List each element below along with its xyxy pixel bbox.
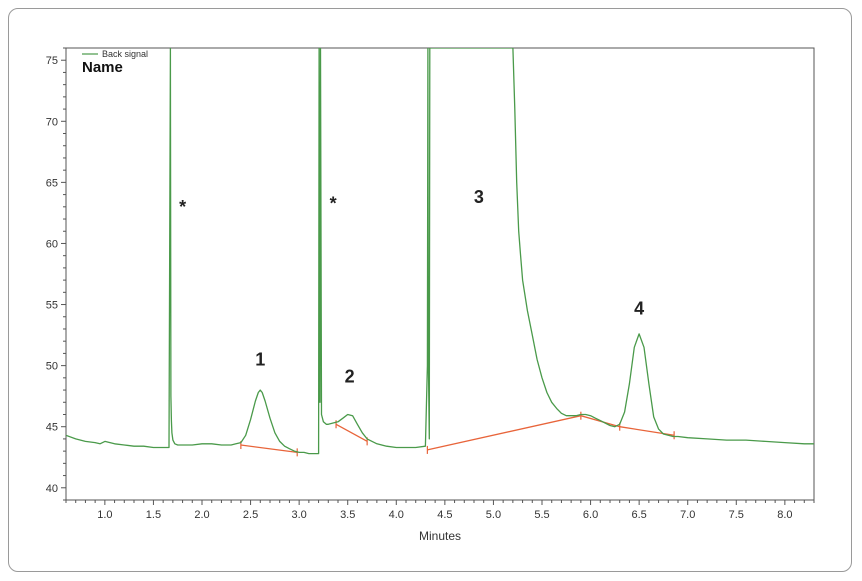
y-tick-label: 40 bbox=[46, 483, 58, 495]
x-tick-label: 1.5 bbox=[146, 509, 161, 521]
legend-label: Back signal bbox=[102, 49, 148, 59]
x-tick-label: 5.0 bbox=[486, 509, 501, 521]
x-tick-label: 4.5 bbox=[437, 509, 452, 521]
x-tick-label: 1.0 bbox=[97, 509, 112, 521]
x-tick-label: 3.5 bbox=[340, 509, 355, 521]
x-tick-label: 3.0 bbox=[291, 509, 306, 521]
y-tick-label: 65 bbox=[46, 177, 58, 189]
x-tick-label: 2.5 bbox=[243, 509, 258, 521]
plot-area-border bbox=[65, 47, 815, 501]
peak-label: * bbox=[330, 193, 337, 213]
peak-label: 2 bbox=[345, 367, 355, 387]
x-tick-label: 7.0 bbox=[680, 509, 695, 521]
peak-label: 4 bbox=[634, 298, 644, 318]
x-tick-label: 7.5 bbox=[729, 509, 744, 521]
peak-label: 1 bbox=[255, 350, 265, 370]
x-tick-label: 5.5 bbox=[534, 509, 549, 521]
peak-label: * bbox=[179, 197, 186, 217]
x-tick-label: 8.0 bbox=[777, 509, 792, 521]
integration-baseline bbox=[335, 423, 368, 442]
y-tick-label: 75 bbox=[46, 55, 58, 67]
y-tick-label: 55 bbox=[46, 300, 58, 312]
integration-baseline bbox=[240, 444, 298, 454]
y-tick-label: 50 bbox=[46, 361, 58, 373]
legend-name-header: Name bbox=[82, 59, 123, 76]
y-tick-label: 45 bbox=[46, 422, 58, 434]
x-tick-label: 2.0 bbox=[194, 509, 209, 521]
y-tick-label: 60 bbox=[46, 238, 58, 250]
peak-label: 3 bbox=[474, 187, 484, 207]
x-tick-label: 6.0 bbox=[583, 509, 598, 521]
x-tick-label: 6.5 bbox=[631, 509, 646, 521]
x-tick-label: 4.0 bbox=[389, 509, 404, 521]
signal-trace bbox=[66, 48, 814, 455]
x-axis-title: Minutes bbox=[419, 529, 461, 543]
y-tick-label: 70 bbox=[46, 116, 58, 128]
integration-baseline bbox=[427, 415, 675, 451]
